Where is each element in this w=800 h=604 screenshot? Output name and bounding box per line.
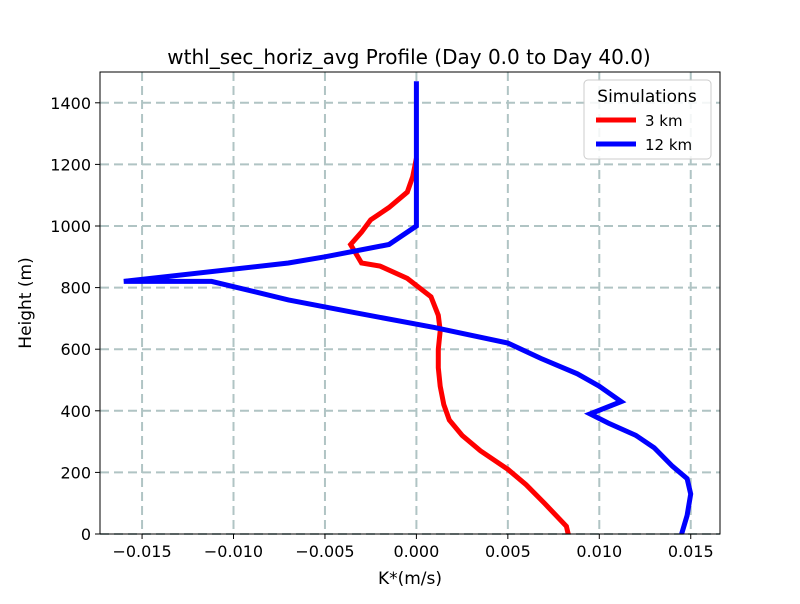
y-tick-label: 1400 [50, 94, 91, 113]
y-tick-label: 800 [60, 279, 91, 298]
plot-frame [99, 71, 721, 535]
x-tick-label: 0.010 [576, 542, 622, 561]
legend-label-12km: 12 km [645, 136, 692, 154]
y-axis-label: Height (m) [16, 257, 36, 348]
y-tick-label: 0 [81, 525, 91, 544]
x-tick-label: 0.005 [485, 542, 531, 561]
legend-title: Simulations [597, 87, 697, 107]
x-tick-label: −0.010 [204, 542, 263, 561]
series-line-12km [123, 81, 694, 535]
x-tick-label: −0.005 [295, 542, 354, 561]
x-axis-label: K*(m/s) [378, 569, 442, 589]
x-tick-label: −0.015 [112, 542, 171, 561]
y-tick-label: 200 [60, 463, 91, 482]
legend-label-3km: 3 km [645, 112, 683, 130]
y-tick-label: 400 [60, 402, 91, 421]
chart-title: wthl_sec_horiz_avg Profile (Day 0.0 to D… [167, 45, 650, 69]
y-tick-label: 1000 [50, 217, 91, 236]
legend: Simulations 3 km 12 km [583, 79, 712, 160]
x-tick-label: 0.015 [668, 542, 714, 561]
y-tick-label: 600 [60, 340, 91, 359]
series-lines [123, 81, 694, 535]
series-line-3km [347, 157, 571, 535]
y-tick-label: 1200 [50, 155, 91, 174]
x-tick-label: 0.000 [393, 542, 439, 561]
legend-box [583, 79, 712, 160]
axis-ticks: −0.015 −0.010 −0.005 0.000 0.005 0.010 0.015 0 2… [50, 94, 713, 561]
